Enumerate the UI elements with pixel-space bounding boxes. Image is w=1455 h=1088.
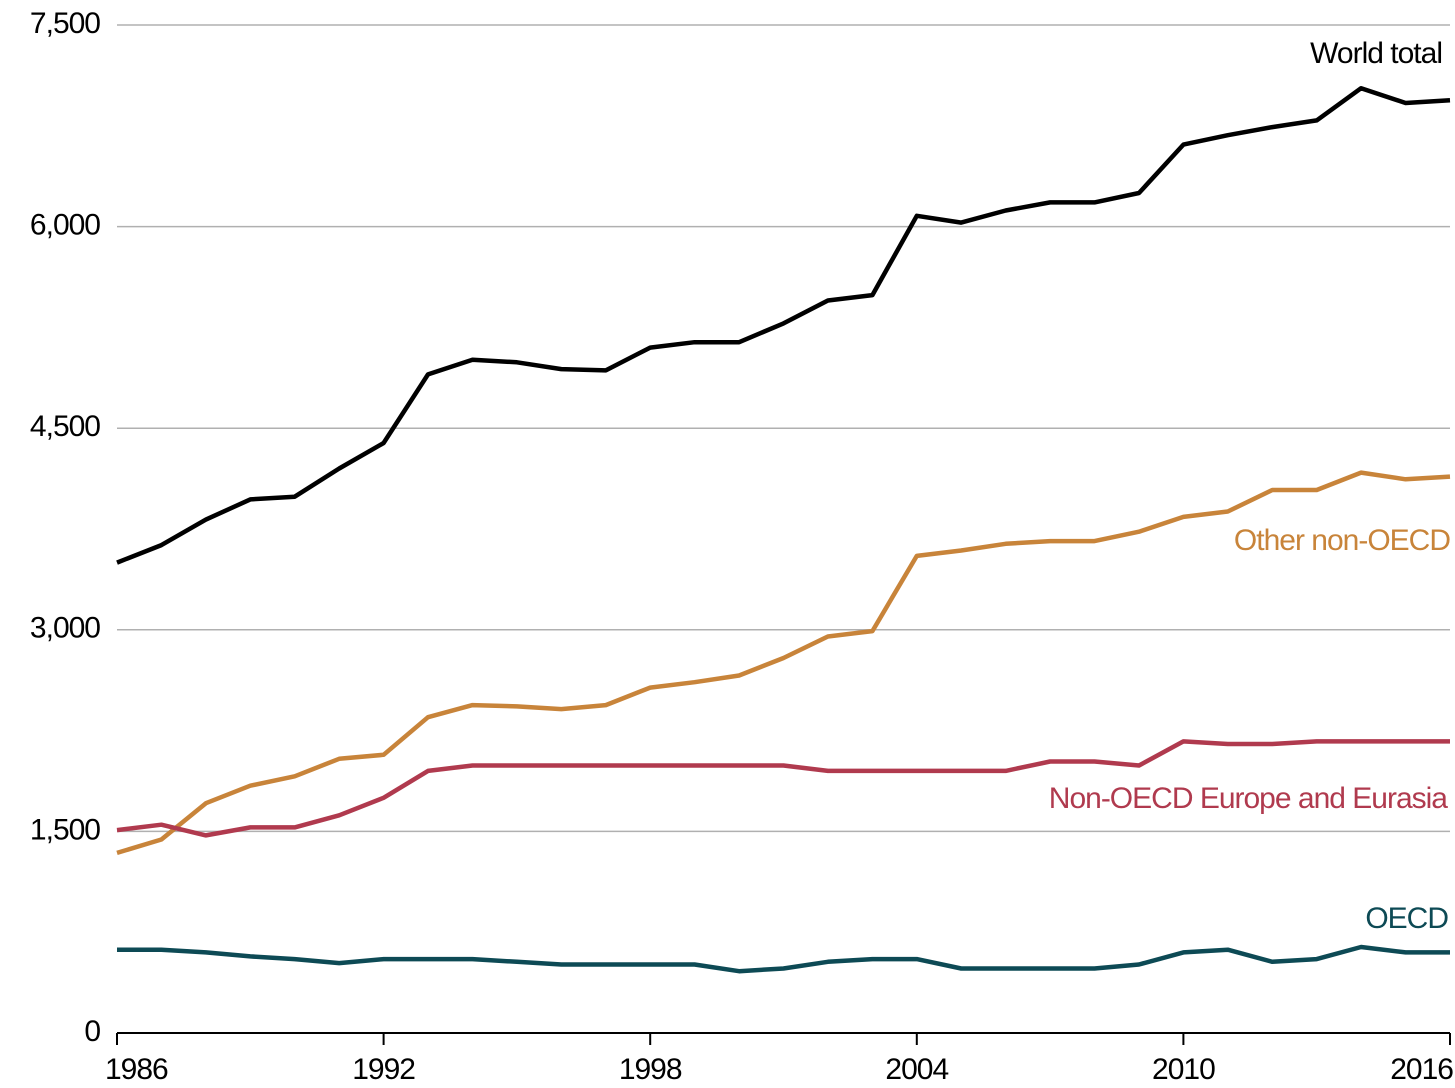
series-label: OECD [1365, 902, 1448, 935]
y-tick-label: 6,000 [30, 209, 100, 242]
series-line [116, 85, 1451, 565]
y-tick-label: 1,500 [30, 813, 100, 846]
x-tick-label: 2016 [1390, 1053, 1453, 1086]
x-tick-label: 1992 [352, 1053, 415, 1086]
series-label: Other non-OECD [1234, 524, 1450, 557]
y-tick-label: 4,500 [30, 410, 100, 443]
x-tick-label: 2004 [885, 1053, 948, 1086]
y-tick-label: 3,000 [30, 612, 100, 645]
x-tick-label: 2010 [1152, 1053, 1215, 1086]
y-tick-label: 0 [84, 1015, 100, 1048]
x-tick-label: 1986 [105, 1053, 168, 1086]
series-line [116, 470, 1451, 856]
series-label: Non-OECD Europe and Eurasia [1049, 782, 1449, 815]
x-tick-label: 1998 [619, 1053, 682, 1086]
series-line [116, 739, 1450, 838]
series-line [117, 944, 1450, 974]
series-label: World total [1310, 37, 1442, 70]
y-tick-label: 7,500 [30, 7, 100, 40]
